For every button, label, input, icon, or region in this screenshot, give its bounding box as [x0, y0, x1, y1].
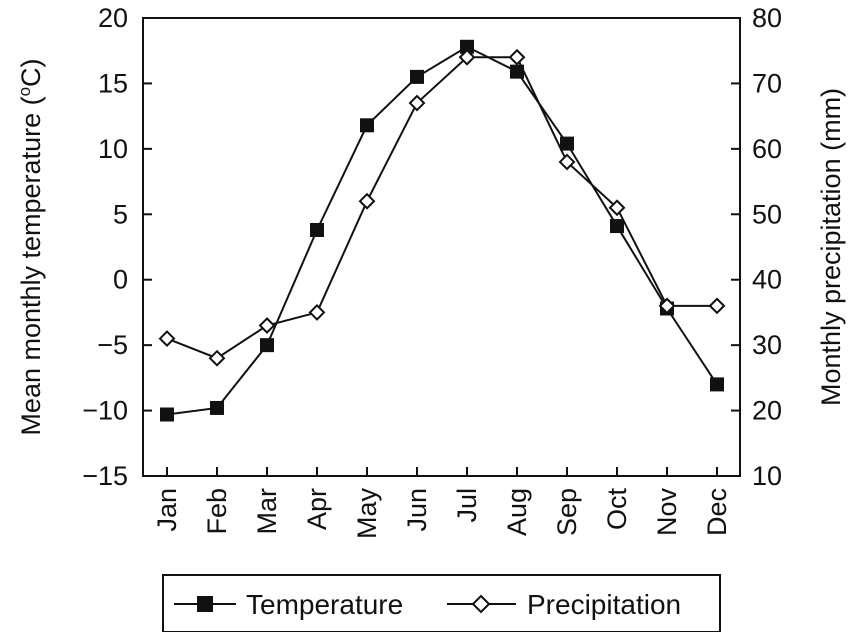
x-tick-label: Jul [452, 488, 482, 523]
plot-area-frame [142, 17, 741, 477]
temperature-point [210, 400, 224, 415]
left-tick-label: 20 [98, 3, 128, 33]
x-axis: Jan Feb Mar Apr May Jun Jul Aug Sep Oct Nov Dec [152, 467, 732, 539]
x-tick-label: Nov [652, 488, 682, 537]
temperature-point [510, 64, 524, 79]
x-tick-label: Jun [402, 488, 432, 532]
legend-precipitation-marker [471, 594, 491, 614]
temperature-point [260, 338, 274, 353]
precipitation-point [508, 48, 526, 66]
left-y-axis: 20 15 10 5 0 −5 −10 −15 [82, 3, 152, 491]
precipitation-point [308, 304, 326, 321]
right-tick-label: 70 [752, 68, 782, 98]
temperature-point [360, 118, 374, 133]
x-tick-label: Mar [252, 488, 282, 535]
right-tick-label: 50 [752, 199, 782, 229]
left-tick-label: −10 [82, 396, 128, 426]
x-tick-label: Dec [702, 488, 732, 536]
right-tick-label: 30 [752, 330, 782, 360]
temperature-point [410, 69, 424, 84]
legend-box [162, 574, 721, 632]
temperature-point [610, 219, 624, 234]
left-tick-label: 5 [113, 199, 128, 229]
precipitation-point [608, 199, 626, 217]
legend-precipitation-label: Precipitation [527, 589, 681, 620]
precipitation-point [208, 349, 226, 367]
left-tick-label: −15 [82, 461, 128, 491]
precipitation-point [558, 153, 576, 171]
precipitation-point [358, 192, 376, 210]
left-tick-label: 15 [98, 68, 128, 98]
right-y-axis: 80 70 60 50 40 30 20 10 [731, 3, 782, 491]
x-tick-label: Aug [502, 488, 532, 536]
precipitation-point [258, 317, 276, 334]
left-y-axis-title: Mean monthly temperature (oC) [15, 58, 46, 435]
temperature-point [560, 136, 574, 151]
x-tick-label: May [352, 488, 382, 540]
legend-temperature-label: Temperature [246, 589, 403, 620]
x-tick-label: Sep [552, 488, 582, 536]
temperature-point [460, 39, 474, 54]
legend-temperature-marker [197, 596, 213, 612]
precipitation-point [458, 48, 476, 66]
temperature-point [710, 377, 724, 392]
right-tick-label: 80 [752, 3, 782, 33]
temperature-line [166, 45, 718, 416]
precipitation-point [408, 94, 426, 112]
precipitation-point [158, 330, 176, 348]
right-tick-label: 10 [752, 461, 782, 491]
precipitation-point [658, 297, 676, 315]
x-tick-label: Feb [202, 488, 232, 535]
series-layer [158, 39, 726, 422]
precipitation-line [166, 56, 717, 360]
right-tick-label: 20 [752, 396, 782, 426]
left-tick-label: 10 [98, 134, 128, 164]
right-y-axis-title: Monthly precipitation (mm) [816, 88, 846, 406]
x-tick-label: Apr [302, 488, 332, 530]
right-tick-label: 60 [752, 134, 782, 164]
precipitation-point [708, 297, 726, 315]
left-tick-label: −5 [97, 330, 128, 360]
x-tick-label: Oct [602, 488, 632, 531]
x-tick-label: Jan [152, 488, 182, 532]
legend: Temperature Precipitation [162, 574, 721, 632]
left-tick-label: 0 [113, 265, 128, 295]
right-tick-label: 40 [752, 265, 782, 295]
temperature-point [310, 222, 324, 237]
temperature-point [160, 407, 174, 422]
